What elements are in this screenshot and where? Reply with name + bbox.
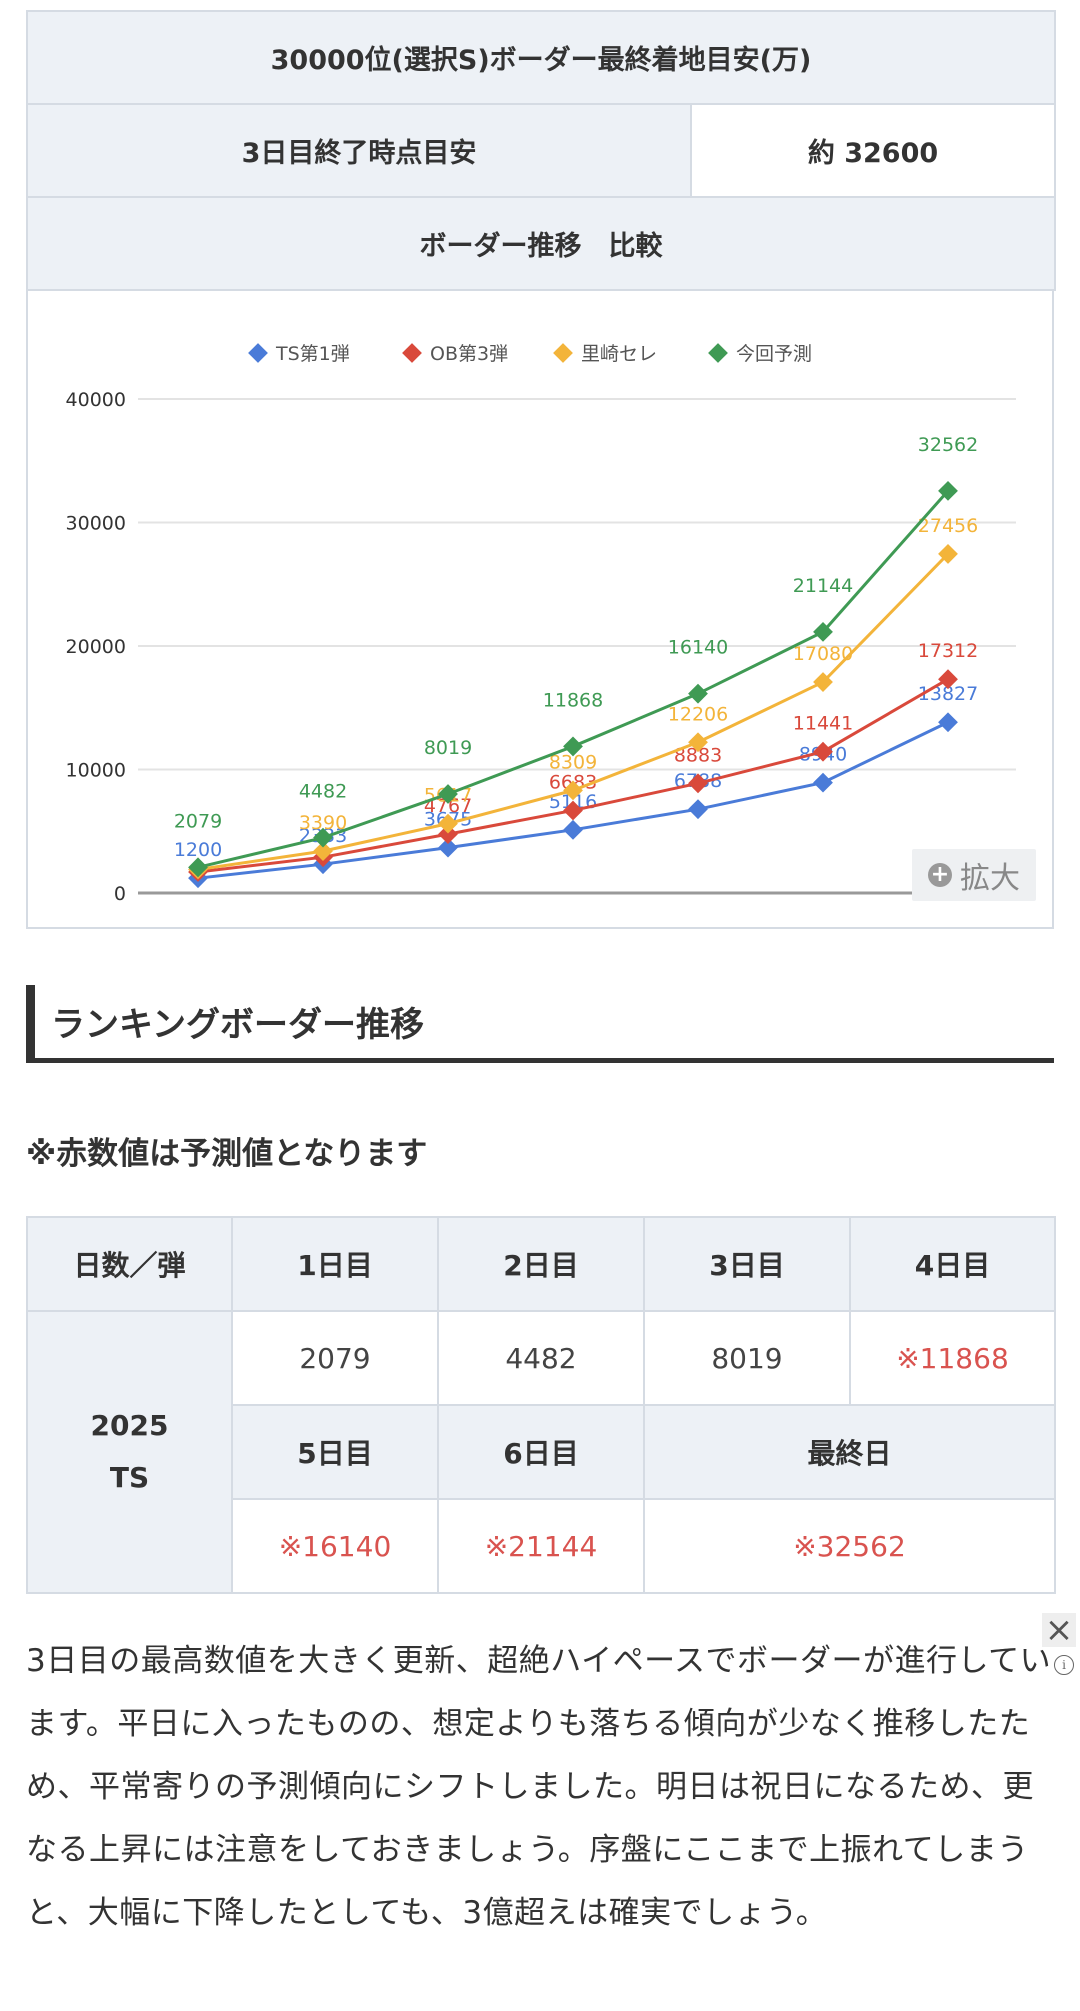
data-label: 17312 (918, 640, 978, 662)
row-label-2025-ts: 2025 TS (26, 1310, 233, 1594)
data-label: 16140 (668, 637, 728, 659)
legend-marker (708, 343, 728, 363)
data-label: 27456 (918, 515, 978, 537)
value-final: ※32562 (643, 1498, 1056, 1594)
header-day4: 4日目 (849, 1216, 1056, 1312)
legend-label: OB第3弾 (430, 343, 508, 365)
info-icon[interactable]: i (1054, 1655, 1074, 1675)
analysis-paragraph: 3日目の最高数値を大きく更新、超絶ハイペースでボーダーが進行しています。平日に入… (26, 1643, 1052, 1931)
data-point (688, 799, 708, 820)
y-tick-label: 40000 (66, 389, 126, 411)
prediction-note: ※赤数値は予測値となります (26, 1136, 428, 1172)
section-heading: ランキングボーダー推移 (26, 985, 1054, 1063)
header-day2: 2日目 (437, 1216, 645, 1312)
header-day5: 5日目 (231, 1404, 439, 1500)
summary-table: 30000位(選択S)ボーダー最終着地目安(万) 3日目終了時点目安 約 326… (26, 10, 1056, 291)
data-label: 2079 (174, 810, 222, 832)
legend-label: TS第1弾 (275, 343, 350, 365)
data-label: 12206 (668, 703, 728, 725)
data-point (938, 712, 958, 733)
data-point (438, 837, 458, 858)
data-point (438, 824, 458, 845)
legend-marker (553, 343, 573, 363)
summary-title: 30000位(選択S)ボーダー最終着地目安(万) (26, 10, 1056, 105)
row-label-line: TS (109, 1461, 150, 1494)
data-label: 1200 (174, 839, 222, 861)
header-day1: 1日目 (231, 1216, 439, 1312)
data-label: 32562 (918, 434, 978, 456)
header-day6: 6日目 (437, 1404, 645, 1500)
value-day5: ※16140 (231, 1498, 439, 1594)
data-point (688, 732, 708, 753)
legend-label: 里崎セレ (581, 343, 657, 365)
data-point (313, 841, 333, 862)
data-point (313, 827, 333, 848)
value-day4: ※11868 (849, 1310, 1056, 1406)
value-day2: 4482 (437, 1310, 645, 1406)
border-table: 日数／弾 1日目 2日目 3日目 4日目 2025 TS 2079 4482 80… (26, 1216, 1056, 1594)
value-day1: 2079 (231, 1310, 439, 1406)
data-point (563, 736, 583, 757)
comparison-label: ボーダー推移 比較 (26, 196, 1056, 291)
data-label: 17080 (793, 643, 853, 665)
legend-marker (402, 343, 422, 363)
header-final: 最終日 (643, 1404, 1056, 1500)
data-label: 8019 (424, 737, 472, 759)
header-day3: 3日目 (643, 1216, 851, 1312)
value-day3: 8019 (643, 1310, 851, 1406)
data-point (813, 741, 833, 762)
y-tick-label: 20000 (66, 636, 126, 658)
value-day6: ※21144 (437, 1498, 645, 1594)
day3-label: 3日目終了時点目安 (26, 103, 692, 198)
zoom-label: 拡大 (960, 861, 1020, 896)
data-label: 3390 (299, 812, 347, 834)
data-label: 4482 (299, 781, 347, 803)
data-point (438, 784, 458, 804)
legend-label: 今回予測 (736, 343, 812, 365)
y-tick-label: 10000 (66, 760, 126, 782)
zoom-button[interactable]: + 拡大 (912, 849, 1036, 901)
day3-value: 約 32600 (690, 103, 1056, 198)
data-point (688, 683, 708, 704)
data-label: 11868 (543, 689, 603, 711)
data-point (563, 819, 583, 840)
data-label: 11441 (793, 713, 853, 735)
data-label: 8883 (674, 744, 722, 766)
plus-circle-icon: + (928, 863, 952, 887)
data-label: 4767 (424, 795, 472, 817)
corner-header: 日数／弾 (26, 1216, 233, 1312)
data-point (813, 772, 833, 793)
data-label: 21144 (793, 575, 853, 597)
data-point (438, 813, 458, 834)
data-point (563, 800, 583, 821)
row-label-line: 2025 (90, 1409, 169, 1442)
data-point (938, 669, 958, 690)
chart-container: 0 10000 20000 30000 40000 TS第1弾 OB第3弾 里崎セレ 今回予測 1… (26, 291, 1054, 929)
data-label: 8309 (549, 751, 597, 773)
data-point (813, 621, 833, 642)
line-chart: 0 10000 20000 30000 40000 TS第1弾 OB第3弾 里崎セレ 今回予測 1… (66, 343, 1016, 905)
legend-marker (248, 343, 268, 363)
y-tick-label: 30000 (66, 513, 126, 535)
close-icon[interactable]: × (1042, 1613, 1076, 1647)
y-tick-label: 0 (114, 883, 126, 905)
data-point (688, 773, 708, 794)
